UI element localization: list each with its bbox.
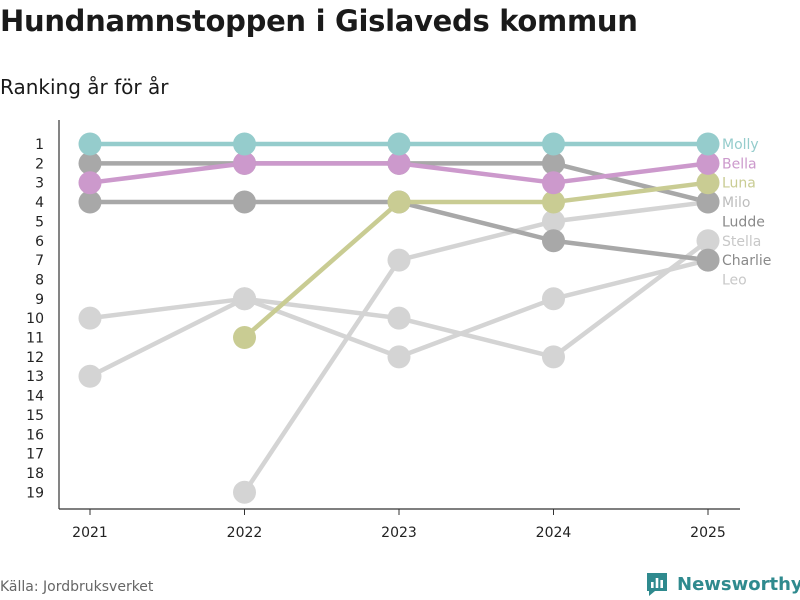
end-label-milo: Milo	[722, 195, 750, 211]
point-stella	[233, 287, 256, 311]
x-tick-label: 2024	[536, 525, 572, 541]
y-tick-label: 11	[26, 331, 44, 347]
point-luna	[542, 190, 565, 214]
end-label-luna: Luna	[722, 176, 756, 192]
point-milo	[696, 190, 720, 214]
point-leo	[542, 287, 565, 311]
chart-subtitle: Ranking år för år	[0, 75, 169, 99]
point-leo	[387, 345, 411, 369]
y-tick-label: 19	[26, 485, 44, 501]
point-bella	[542, 171, 565, 195]
y-tick-label: 2	[35, 156, 44, 172]
y-tick-label: 18	[26, 466, 44, 482]
end-label-bella: Bella	[722, 156, 757, 172]
point-ludde	[387, 248, 411, 272]
series-line-luna	[242, 180, 711, 340]
y-tick-label: 10	[26, 311, 44, 327]
end-label-stella: Stella	[722, 234, 761, 250]
y-tick-label: 6	[35, 234, 44, 250]
point-charlie	[542, 229, 565, 253]
point-ludde	[542, 209, 565, 233]
point-charlie	[233, 190, 256, 214]
point-molly	[696, 132, 720, 156]
point-luna	[233, 326, 256, 349]
y-tick-label: 4	[35, 195, 44, 211]
point-leo	[78, 306, 102, 330]
y-tick-label: 8	[35, 272, 44, 288]
y-tick-label: 1	[35, 137, 44, 153]
series-line-ludde	[242, 199, 711, 495]
point-molly	[233, 132, 256, 156]
point-ludde	[233, 480, 256, 504]
brand-logo[interactable]: Newsworthy	[645, 571, 800, 597]
point-bella	[387, 151, 411, 175]
point-molly	[387, 132, 411, 156]
x-tick-label: 2021	[72, 525, 108, 541]
point-molly	[78, 132, 102, 156]
point-milo	[78, 151, 102, 175]
point-luna	[696, 171, 720, 195]
chart-title: Hundnamnstoppen i Gislaveds kommun	[0, 4, 638, 38]
point-stella	[696, 229, 720, 253]
y-tick-label: 14	[26, 389, 44, 405]
x-tick-label: 2022	[227, 525, 263, 541]
point-molly	[542, 132, 565, 156]
y-tick-label: 12	[26, 350, 44, 366]
point-milo	[542, 151, 565, 175]
end-label-ludde: Ludde	[722, 214, 765, 230]
y-tick-label: 3	[35, 176, 44, 192]
source-note: Källa: Jordbruksverket	[0, 579, 154, 595]
x-tick-label: 2023	[381, 525, 417, 541]
y-tick-label: 17	[26, 447, 44, 463]
y-tick-label: 7	[35, 253, 44, 269]
y-tick-label: 15	[26, 408, 44, 424]
point-luna	[387, 190, 411, 214]
newsworthy-chart-logo-icon	[647, 573, 667, 596]
point-bella	[233, 151, 256, 175]
point-bella	[696, 151, 720, 175]
y-tick-label: 13	[26, 369, 44, 385]
point-stella	[78, 364, 102, 388]
y-tick-label: 5	[35, 214, 44, 230]
x-tick-label: 2025	[690, 525, 726, 541]
point-charlie	[696, 248, 720, 272]
y-tick-label: 9	[35, 292, 44, 308]
point-bella	[78, 171, 102, 195]
end-label-charlie: Charlie	[722, 253, 771, 269]
brand-name: Newsworthy	[677, 573, 800, 595]
point-stella	[542, 345, 565, 369]
point-stella	[387, 306, 411, 330]
end-label-leo: Leo	[722, 272, 747, 288]
end-label-molly: Molly	[722, 137, 759, 153]
y-tick-label: 16	[26, 427, 44, 443]
point-charlie	[78, 190, 102, 214]
